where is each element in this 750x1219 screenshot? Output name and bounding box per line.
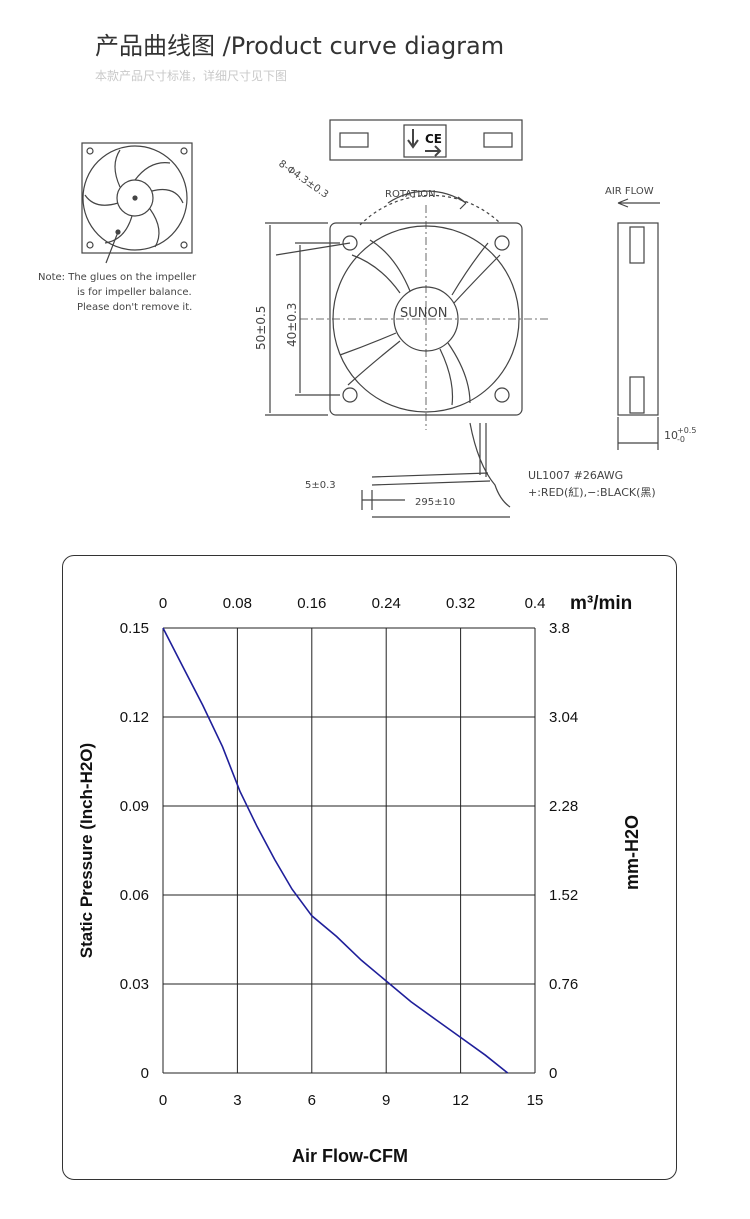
rotation-label: ROTATION [385,189,436,200]
dim-outer-label: 50±0.5 [254,306,268,350]
ce-mark: CE [425,132,442,146]
wire-colors-label: +:RED(紅),−:BLACK(黑) [528,486,656,499]
x2-tick-label: 0.32 [446,595,475,612]
dim-thickness-tol-upper: +0.5 [677,426,696,435]
y2-tick-label: 1.52 [549,887,578,904]
y2-tick-label: 2.28 [549,798,578,815]
brand-label: SUNON [400,306,447,321]
small-front-view [81,142,193,264]
note-line-1: Note: The glues on the impeller [38,272,197,283]
x2-tick-label: 0.4 [525,595,546,612]
y-tick-label: 0.09 [120,798,149,815]
dim-thickness-label: 10 [664,429,678,442]
dim-thickness-tol-lower: -0 [677,435,685,444]
x-tick-label: 15 [527,1092,544,1109]
y-tick-label: 0.15 [120,620,149,637]
x2-axis-title: m³/min [570,593,632,614]
page-subtitle: 本款产品尺寸标准，详细尺寸见下图 [95,69,288,83]
y-tick-label: 0.03 [120,976,149,993]
y2-tick-label: 0.76 [549,976,578,993]
x2-tick-label: 0 [159,595,167,612]
x-tick-label: 6 [308,1092,316,1109]
x-tick-label: 0 [159,1092,167,1109]
chart-frame [62,555,677,1180]
y-tick-label: 0 [141,1065,149,1082]
x2-tick-label: 0.08 [223,595,252,612]
page-title: 产品曲线图 /Product curve diagram [95,32,505,60]
dim-strip-label: 5±0.3 [305,480,336,491]
dimension-lines [265,222,511,518]
page-header: 产品曲线图 /Product curve diagram 本款产品尺寸标准，详细… [95,26,504,84]
pq-curve-line [162,627,509,1074]
fan-dimension-drawing: Note: The glues on the impeller is for i… [38,119,696,518]
x-tick-label: 9 [382,1092,390,1109]
y-tick-label: 0.06 [120,887,149,904]
x-tick-label: 12 [452,1092,469,1109]
y2-tick-label: 3.8 [549,620,570,637]
air-flow-label: AIR FLOW [605,186,654,197]
main-front-view [275,190,550,430]
x2-tick-label: 0.16 [297,595,326,612]
y-axis-title: Static Pressure (Inch-H2O) [77,743,96,958]
dim-inner-label: 40±0.3 [285,303,299,347]
x-axis-title: Air Flow-CFM [292,1146,408,1166]
x-tick-label: 3 [233,1092,241,1109]
x2-tick-label: 0.24 [372,595,401,612]
wire-spec-label: UL1007 #26AWG [528,469,623,482]
note-line-2: is for impeller balance. [77,287,192,298]
note-line-3: Please don't remove it. [77,302,192,313]
y2-axis-title: mm-H2O [622,815,642,890]
y-tick-label: 0.12 [120,709,149,726]
y2-tick-label: 3.04 [549,709,578,726]
dim-lead-label: 295±10 [415,497,455,508]
y2-tick-label: 0 [549,1065,557,1082]
side-view [617,198,660,450]
top-view [329,119,523,161]
